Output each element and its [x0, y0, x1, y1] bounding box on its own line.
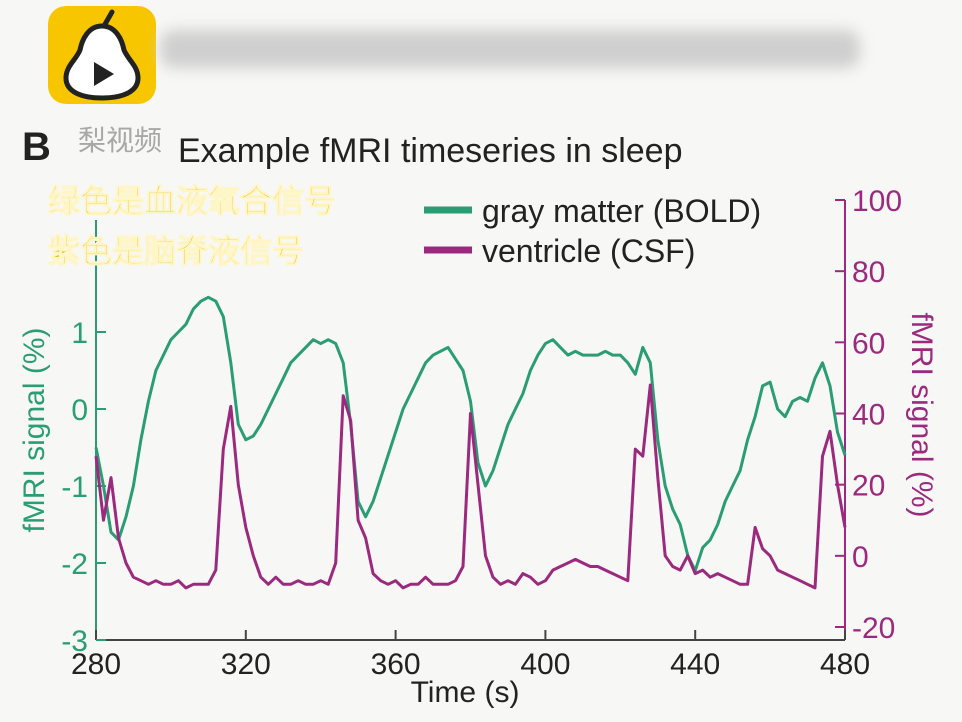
right-axis-title: fMRI signal (%) — [905, 312, 938, 517]
top-bar — [0, 0, 962, 108]
pear-shape — [63, 9, 141, 101]
left-tick-label: -1 — [61, 471, 88, 504]
left-tick-label: 1 — [71, 317, 88, 350]
right-tick-label: 100 — [852, 185, 902, 218]
x-tick-label: 360 — [371, 648, 421, 681]
left-tick-label: -3 — [61, 625, 88, 658]
gray-matter-bold-line — [94, 295, 847, 573]
panel-label: B — [22, 125, 51, 169]
x-tick-label: 280 — [71, 648, 121, 681]
right-tick-label: -20 — [852, 612, 895, 645]
watermark: 梨视频 — [78, 125, 162, 156]
x-tick-label: 480 — [820, 648, 870, 681]
x-tick-label: 400 — [520, 648, 570, 681]
x-tick-label: 440 — [670, 648, 720, 681]
ventricle-csf-line — [94, 383, 847, 590]
right-tick-label: 60 — [852, 327, 885, 360]
caption-purple: 紫色是脑脊液信号 — [48, 233, 304, 269]
legend-label-bold: gray matter (BOLD) — [482, 193, 761, 229]
right-tick-label: 20 — [852, 470, 885, 503]
right-tick-label: 0 — [852, 541, 869, 574]
right-tick-label: 40 — [852, 399, 885, 432]
left-axis-title: fMRI signal (%) — [18, 327, 51, 532]
left-tick-label: -2 — [61, 548, 88, 581]
play-icon — [94, 62, 114, 86]
x-axis-title: Time (s) — [411, 676, 520, 709]
legend-label-csf: ventricle (CSF) — [482, 233, 695, 269]
chart-title: Example fMRI timeseries in sleep — [178, 132, 683, 170]
pear-video-logo-icon[interactable] — [48, 6, 156, 104]
x-tick-label: 320 — [221, 648, 271, 681]
left-tick-label: 0 — [71, 394, 88, 427]
caption-green: 绿色是血液氧合信号 — [48, 183, 336, 219]
right-tick-label: 80 — [852, 256, 885, 289]
blurred-title — [160, 30, 860, 68]
series-layer — [94, 295, 847, 590]
tick-layer: 280 320 360 400 440 480 -3 -2 -1 0 1 -20 0 20 40 60 80 10… — [61, 185, 902, 681]
